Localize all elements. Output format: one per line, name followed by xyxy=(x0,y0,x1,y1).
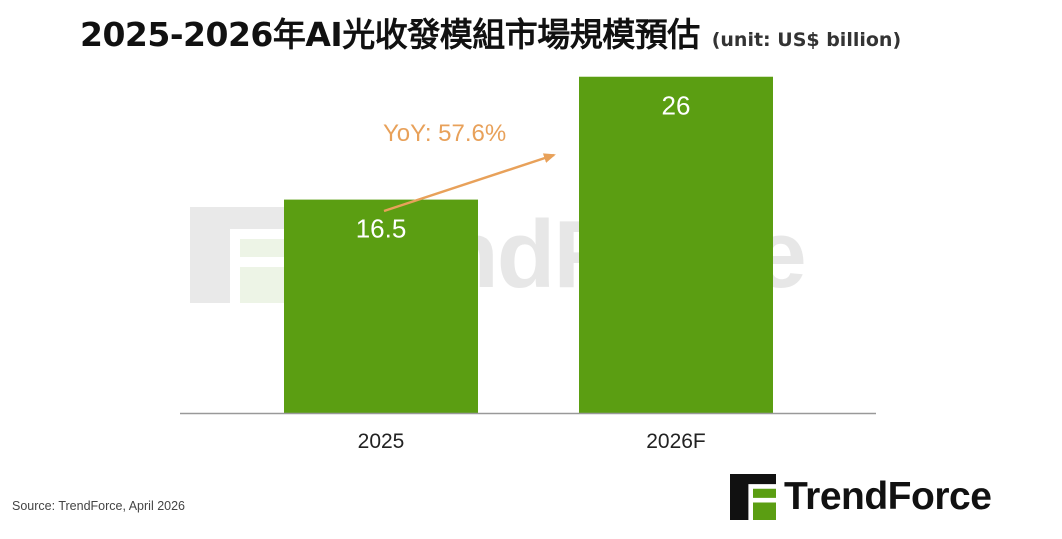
unit-label: (unit: US$ billion) xyxy=(711,29,902,51)
trendforce-logo-icon xyxy=(730,474,776,520)
brand-name: TrendForce xyxy=(784,475,992,518)
x-tick-label-2025: 2025 xyxy=(358,430,405,453)
bar-value-label-2026f: 26 xyxy=(662,91,691,121)
brand-logo: TrendForce xyxy=(730,474,992,520)
source-note: Source: TrendForce, April 2026 xyxy=(12,499,186,513)
bar-2026f xyxy=(579,76,773,413)
yoy-annotation: YoY: 57.6% xyxy=(383,120,506,147)
chart-title-group: 2025-2026年AI光收發模組市場規模預估 (unit: US$ billi… xyxy=(80,8,901,58)
chart-title: 2025-2026年AI光收發模組市場規模預估 xyxy=(80,15,700,54)
x-tick-label-2026f: 2026F xyxy=(646,430,706,453)
bar-2025 xyxy=(284,199,478,413)
yoy-arrow xyxy=(383,153,556,213)
bar-value-label-2025: 16.5 xyxy=(356,214,407,244)
